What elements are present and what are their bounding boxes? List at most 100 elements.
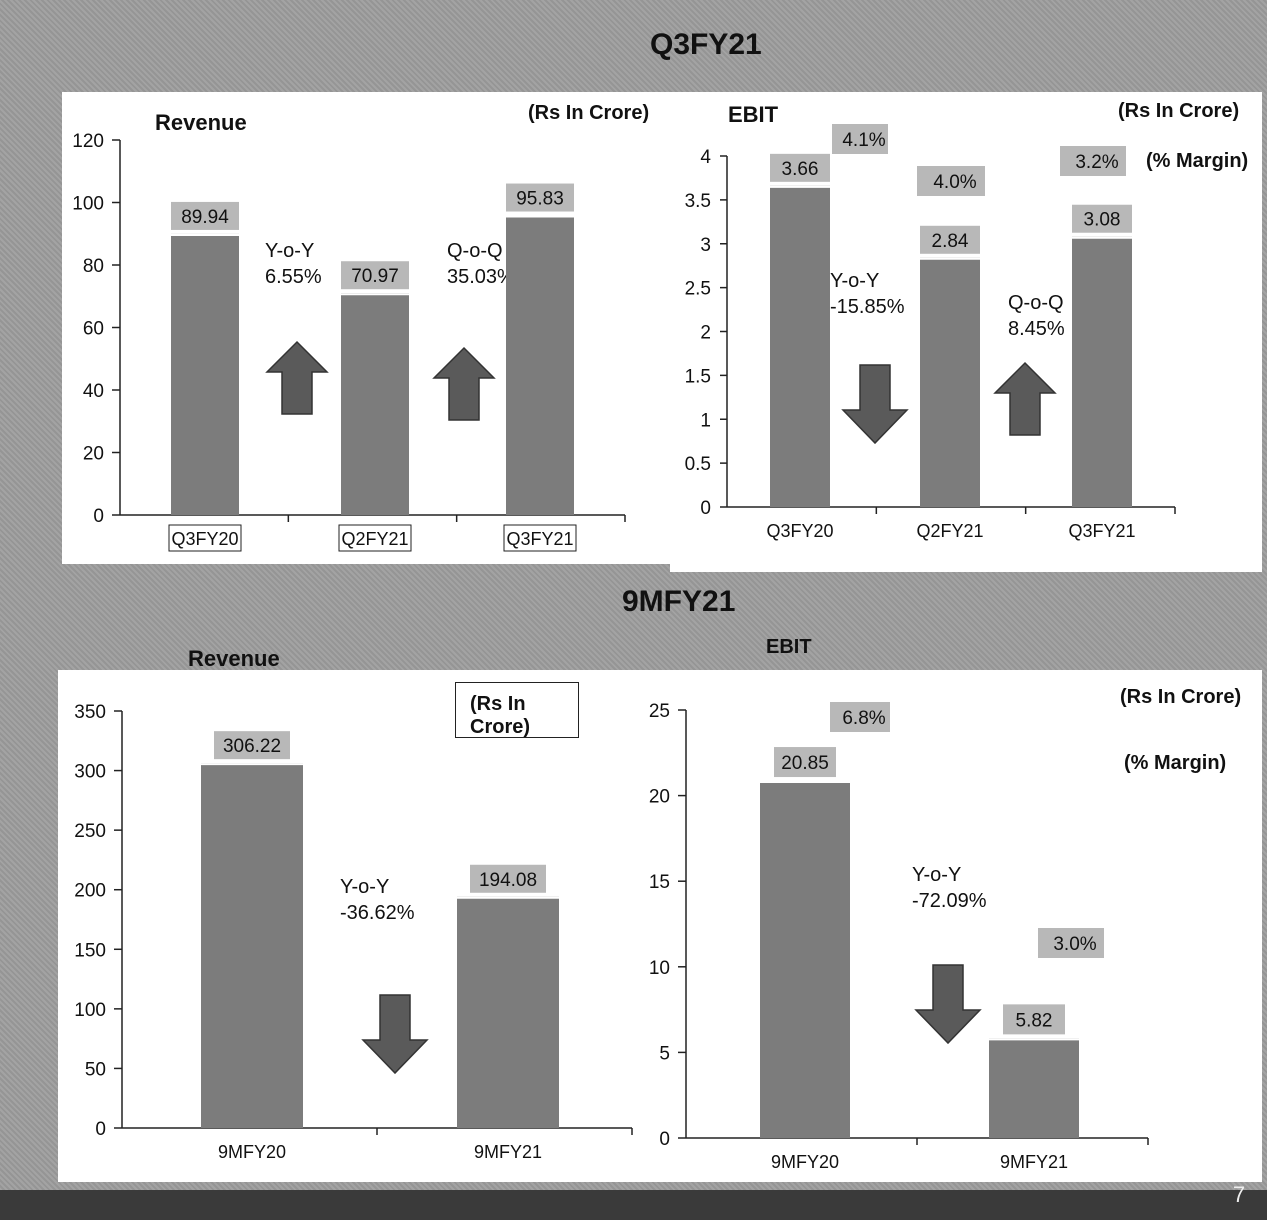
q3-ebit-margin-box <box>1060 146 1126 176</box>
9m-revenue-category-label: 9MFY21 <box>474 1142 542 1162</box>
q3-revenue-category-label-box <box>338 524 412 552</box>
q3-revenue-title: Revenue <box>155 110 247 135</box>
q3-ebit-margin-label: 3.2% <box>1075 152 1118 173</box>
arrow-up-icon <box>432 346 496 421</box>
annotation-label: Y-o-Y <box>830 270 880 292</box>
9m-ebit-value-label-box <box>1003 1004 1065 1035</box>
footer-bar <box>0 1190 1267 1220</box>
q3-revenue-value-label: 89.94 <box>181 207 229 228</box>
9m-ebit-y-tick-label: 0 <box>659 1129 670 1150</box>
q3-revenue-y-tick-label: 100 <box>72 194 104 215</box>
q3-ebit-y-tick-label: 3 <box>700 235 711 256</box>
9m-revenue-y-tick-label: 100 <box>74 1000 106 1021</box>
q3-revenue-value-label-box <box>171 201 239 230</box>
q3-ebit-value-label: 2.84 <box>932 231 969 252</box>
q3-ebit-value-label-box <box>1072 204 1132 233</box>
9m-ebit-margin-label: 6.8% <box>842 708 885 729</box>
q3-ebit-margin-box <box>917 166 985 196</box>
9m-revenue-y-tick-label: 350 <box>74 702 106 723</box>
9m-ebit-panel <box>626 670 1262 1182</box>
9m-ebit-yoy-annotation: Y-o-Y -72.09% <box>912 862 987 914</box>
9m-revenue-unit: (Rs In Crore) <box>455 682 579 738</box>
9m-ebit-y-tick-label: 15 <box>649 872 670 893</box>
q3-ebit-value-label-box <box>920 225 980 254</box>
q3-revenue-category-label: Q3FY20 <box>171 529 238 549</box>
9m-revenue-value-label: 194.08 <box>479 870 537 891</box>
q3-revenue-category-label-box <box>168 524 242 552</box>
9m-revenue-y-tick-label: 0 <box>95 1119 106 1140</box>
9m-ebit-y-tick-label: 10 <box>649 958 670 979</box>
9m-ebit-title: EBIT <box>766 636 812 658</box>
arrow-up-icon <box>265 340 329 415</box>
q3-revenue-y-tick-label: 20 <box>83 444 104 465</box>
annotation-label: Q-o-Q <box>447 240 503 262</box>
q3-ebit-yoy-annotation: Y-o-Y -15.85% <box>830 268 905 320</box>
q3-ebit-bar <box>920 257 980 507</box>
q3-ebit-bar <box>1072 236 1132 508</box>
q3-revenue-value-label-box <box>341 261 409 290</box>
q3-revenue-category-label: Q2FY21 <box>341 529 408 549</box>
annotation-label: Y-o-Y <box>340 876 390 898</box>
9m-revenue-value-label: 306.22 <box>223 736 281 757</box>
q3-revenue-bar <box>341 293 409 515</box>
q3-ebit-margin-label: 4.0% <box>933 172 976 193</box>
q3-ebit-margin-box <box>832 124 888 154</box>
9m-revenue-title: Revenue <box>188 646 280 671</box>
q3-ebit-y-tick-label: 4 <box>700 147 711 168</box>
q3-ebit-unit: (Rs In Crore) <box>1118 100 1240 122</box>
q3-revenue-y-tick-label: 0 <box>93 506 104 527</box>
9m-ebit-category-label: 9MFY20 <box>771 1152 839 1172</box>
9m-ebit-margin-label: 3.0% <box>1053 934 1096 955</box>
annotation-value: 8.45% <box>1008 318 1065 340</box>
9m-revenue-y-tick-label: 150 <box>74 940 106 961</box>
q3-revenue-value-label: 95.83 <box>516 189 564 210</box>
arrow-down-icon <box>914 964 982 1045</box>
q3-revenue-value-label-box <box>506 183 574 212</box>
q3-revenue-y-tick-label: 60 <box>83 319 104 340</box>
q3-ebit-y-tick-label: 3.5 <box>685 191 711 212</box>
arrow-up-icon <box>993 361 1057 436</box>
9m-revenue-y-tick-label: 200 <box>74 881 106 902</box>
section-title-q3fy21: Q3FY21 <box>650 28 762 61</box>
9m-revenue-y-tick-label: 250 <box>74 821 106 842</box>
annotation-value: 6.55% <box>265 266 322 288</box>
q3-revenue-value-label: 70.97 <box>351 266 399 287</box>
annotation-label: Y-o-Y <box>912 864 962 886</box>
annotation-value: -15.85% <box>830 296 905 318</box>
9m-ebit-value-label: 20.85 <box>781 753 829 774</box>
9m-revenue-value-label-box <box>214 731 290 760</box>
annotation-value: -36.62% <box>340 902 415 924</box>
9m-revenue-value-label-box <box>470 864 546 893</box>
9m-ebit-margin-box <box>1038 928 1104 958</box>
q3-ebit-y-tick-label: 0.5 <box>685 454 711 475</box>
q3-ebit-value-label: 3.66 <box>782 159 819 180</box>
9m-revenue-yoy-annotation: Y-o-Y -36.62% <box>340 874 415 926</box>
q3-ebit-y-tick-label: 0 <box>700 498 711 519</box>
9m-ebit-y-tick-label: 25 <box>649 701 670 722</box>
annotation-label: Y-o-Y <box>265 240 315 262</box>
q3-revenue-bar <box>506 215 574 515</box>
arrow-down-icon <box>361 994 429 1075</box>
9m-revenue-y-tick-label: 50 <box>85 1059 106 1080</box>
q3-revenue-category-label: Q3FY21 <box>506 529 573 549</box>
q3-ebit-y-tick-label: 1 <box>700 410 711 431</box>
9m-ebit-margin-title: (% Margin) <box>1124 752 1227 774</box>
q3-ebit-value-label-box <box>770 153 830 182</box>
section-title-9mfy21: 9MFY21 <box>622 585 736 618</box>
q3-revenue-yoy-annotation: Y-o-Y 6.55% <box>265 238 322 290</box>
q3-ebit-y-tick-label: 1.5 <box>685 366 711 387</box>
q3-revenue-y-tick-label: 80 <box>83 256 104 277</box>
q3-ebit-bar <box>770 185 830 507</box>
q3-revenue-qoq-annotation: Q-o-Q 35.03% <box>447 238 515 290</box>
q3-revenue-bar <box>171 233 239 515</box>
q3-ebit-category-label: Q2FY21 <box>916 521 983 541</box>
q3-ebit-category-label: Q3FY20 <box>766 521 833 541</box>
q3-ebit-value-label: 3.08 <box>1084 210 1121 231</box>
9m-revenue-category-label: 9MFY20 <box>218 1142 286 1162</box>
9m-ebit-y-tick-label: 5 <box>659 1043 670 1064</box>
q3-ebit-qoq-annotation: Q-o-Q 8.45% <box>1008 290 1065 342</box>
q3-ebit-margin-label: 4.1% <box>842 130 885 151</box>
annotation-value: 35.03% <box>447 266 515 288</box>
9m-ebit-value-label-box <box>774 747 836 778</box>
